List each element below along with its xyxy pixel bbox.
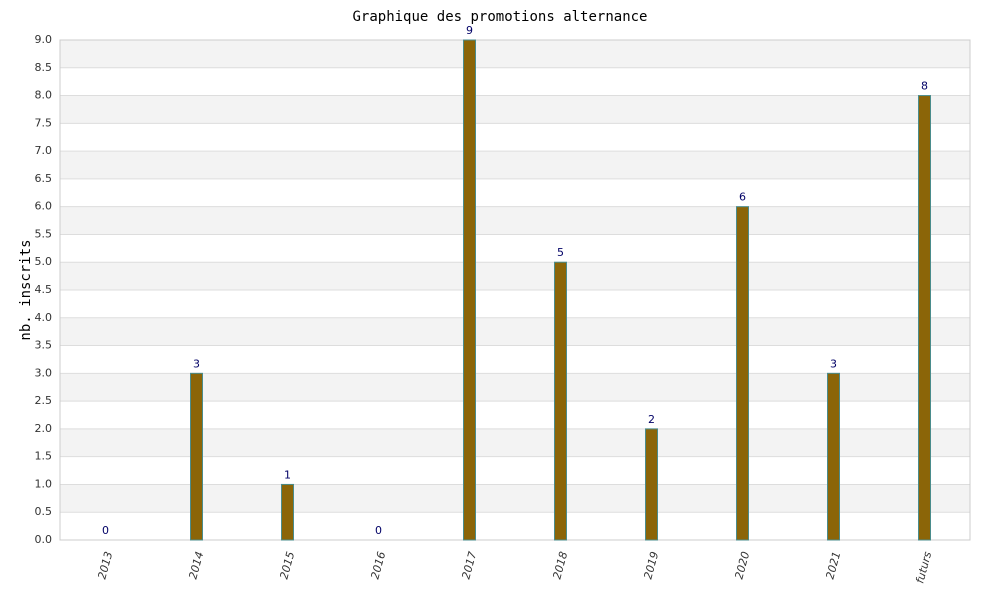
bar [645, 428, 658, 541]
y-tick-label: 4.5 [35, 283, 53, 296]
y-tick-label: 7.5 [35, 116, 53, 129]
value-label: 6 [739, 191, 746, 204]
value-label: 3 [193, 357, 200, 370]
x-tick-label: 2018 [550, 550, 570, 580]
y-tick-label: 6.5 [35, 172, 53, 185]
value-label: 8 [921, 80, 928, 93]
value-label: 2 [648, 413, 655, 426]
y-tick-label: 8.5 [35, 61, 53, 74]
value-label: 5 [557, 246, 564, 259]
x-tick-label: 2019 [641, 550, 661, 580]
grid-band [60, 40, 970, 68]
y-tick-label: 5.0 [35, 255, 53, 268]
value-label: 0 [102, 524, 109, 537]
bar [918, 95, 931, 541]
y-tick-label: 7.0 [35, 144, 53, 157]
x-tick: 2017 [459, 550, 479, 580]
grid-band [60, 262, 970, 290]
chart-title: Graphique des promotions alternance [352, 9, 647, 25]
bar [190, 372, 203, 541]
y-tick-label: 2.5 [35, 394, 53, 407]
x-tick: 2016 [368, 550, 388, 580]
value-label: 9 [466, 24, 473, 37]
x-tick-label: futurs [913, 550, 934, 585]
y-tick-label: 9.0 [35, 33, 53, 46]
x-tick: 2013 [95, 550, 115, 580]
x-tick: 2021 [823, 550, 843, 580]
bar [827, 372, 840, 541]
bar [281, 483, 294, 541]
plot-frame [59, 39, 971, 541]
x-tick-label: 2017 [459, 550, 479, 580]
grid-band [60, 428, 970, 457]
x-tick-label: 2016 [368, 550, 388, 580]
value-label: 3 [830, 357, 837, 370]
x-tick-label: 2014 [186, 550, 206, 580]
value-label: 1 [284, 468, 291, 481]
bar [736, 206, 749, 541]
x-tick-label: 2020 [732, 550, 752, 580]
y-axis-label: nb. inscrits [18, 239, 34, 340]
bar [463, 39, 476, 541]
x-tick: 2015 [277, 550, 297, 580]
y-tick-label: 8.0 [35, 89, 53, 102]
grid-band [60, 151, 970, 179]
y-tick-label: 0.5 [35, 505, 53, 518]
y-tick-label: 3.5 [35, 339, 53, 352]
x-tick-label: 2015 [277, 550, 297, 580]
x-tick: 2020 [732, 550, 752, 580]
x-tick-label: 2013 [95, 550, 115, 580]
grid-band [60, 95, 970, 124]
x-tick: 2014 [186, 550, 206, 580]
grid-band [60, 317, 970, 346]
y-tick-label: 2.0 [35, 422, 53, 435]
y-tick-label: 6.0 [35, 200, 53, 213]
grid-band [60, 484, 970, 513]
x-tick: futurs [913, 550, 934, 585]
y-tick-label: 3.0 [35, 366, 53, 379]
grid-band [60, 373, 970, 402]
y-tick-label: 5.5 [35, 227, 53, 240]
value-label: 0 [375, 524, 382, 537]
grid-band [60, 206, 970, 235]
y-tick-label: 4.0 [35, 311, 53, 324]
bar [554, 261, 567, 541]
y-tick-label: 0.0 [35, 533, 53, 546]
x-tick: 2019 [641, 550, 661, 580]
y-tick-label: 1.5 [35, 450, 53, 463]
y-tick-label: 1.0 [35, 477, 53, 490]
x-tick-label: 2021 [823, 550, 843, 580]
x-tick: 2018 [550, 550, 570, 580]
